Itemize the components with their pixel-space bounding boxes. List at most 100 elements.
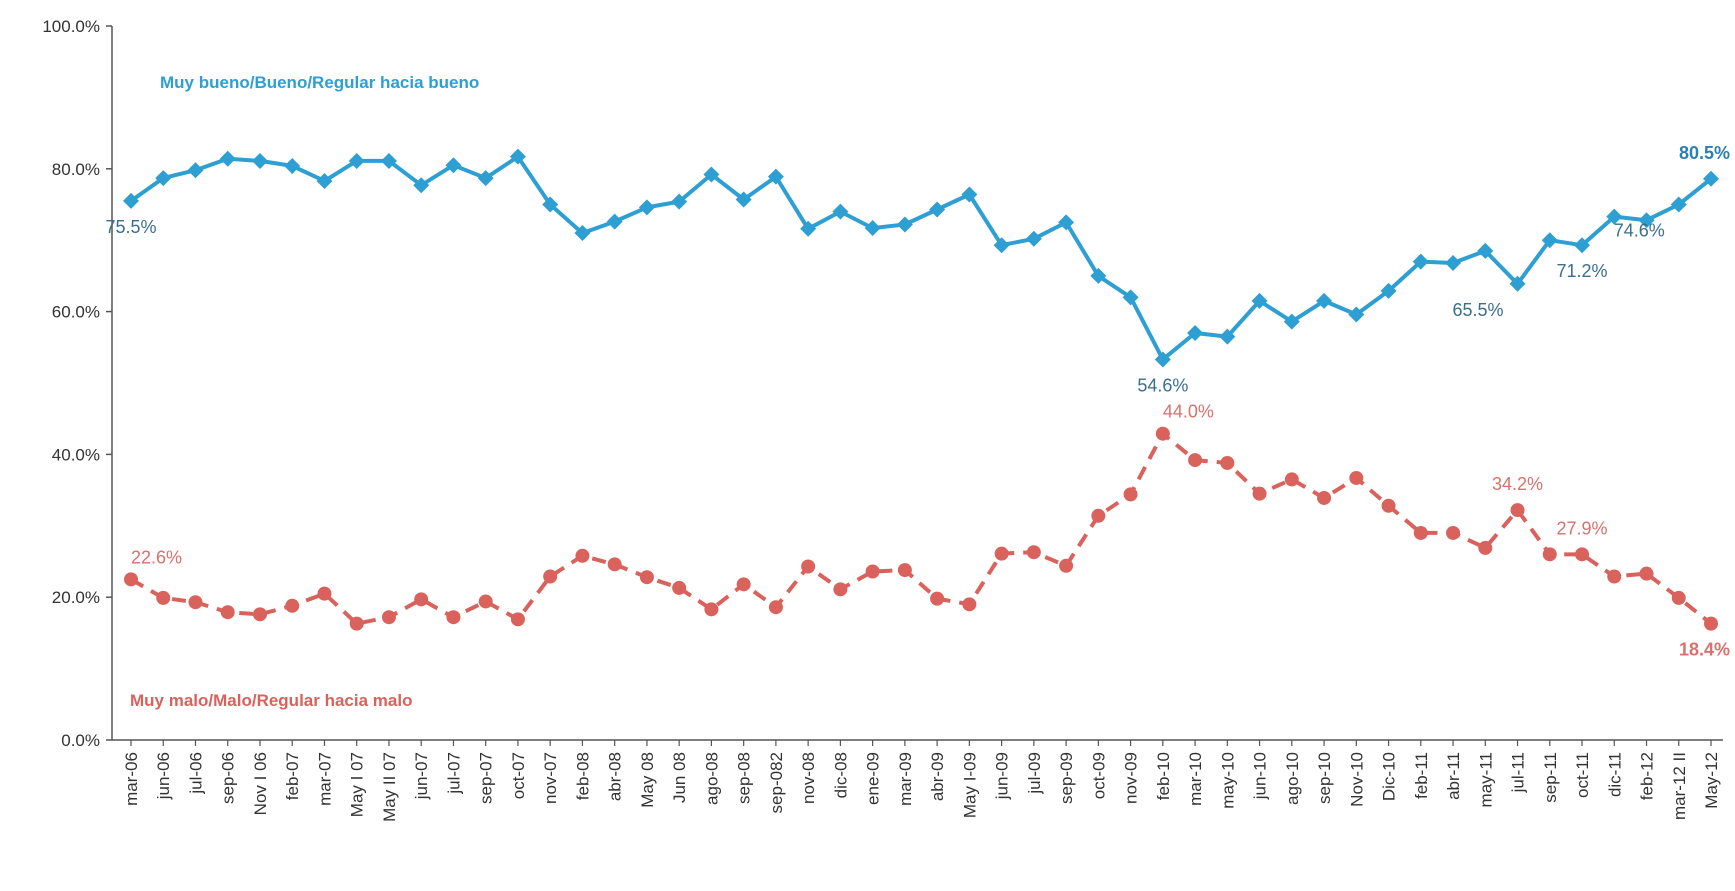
series-1-point-38 (1349, 470, 1364, 485)
series-1-point-23 (865, 564, 880, 579)
series-0-point-35 (1251, 292, 1268, 309)
series-label-negative: Muy malo/Malo/Regular hacia malo (130, 691, 412, 710)
x-tick-label: nov-07 (541, 752, 560, 804)
x-tick-label: feb-12 (1638, 752, 1657, 800)
data-label: 27.9% (1556, 518, 1607, 538)
data-label: 22.6% (131, 547, 182, 567)
series-0-point-45 (1574, 237, 1591, 254)
data-label: 74.6% (1614, 221, 1665, 241)
series-0-point-15 (606, 213, 623, 230)
series-0-point-7 (348, 152, 365, 169)
series-0-point-12 (509, 148, 526, 165)
series-label-positive: Muy bueno/Bueno/Regular hacia bueno (160, 73, 479, 92)
series-0-point-10 (445, 157, 462, 174)
series-0-point-14 (574, 225, 591, 242)
y-tick-label: 60.0% (52, 303, 100, 322)
series-1-point-15 (607, 557, 622, 572)
series-0-point-39 (1380, 282, 1397, 299)
series-0-point-48 (1670, 196, 1687, 213)
x-tick-label: oct-09 (1089, 752, 1108, 799)
data-label: 18.4% (1679, 640, 1730, 660)
x-tick-label: May 08 (638, 752, 657, 808)
series-0-point-8 (380, 152, 397, 169)
series-1-point-49 (1704, 616, 1718, 631)
x-tick-label: sep-07 (477, 752, 496, 804)
x-tick-label: May II 07 (380, 752, 399, 822)
series-1-point-29 (1059, 558, 1074, 573)
series-1-point-20 (768, 600, 783, 615)
series-1-point-17 (672, 580, 687, 595)
x-tick-label: dic-08 (831, 752, 850, 798)
x-tick-label: feb-10 (1154, 752, 1173, 800)
x-tick-label: dic-11 (1605, 752, 1624, 797)
x-tick-label: feb-11 (1412, 752, 1431, 799)
x-tick-label: mar-06 (122, 752, 141, 806)
x-tick-label: feb-08 (573, 752, 592, 800)
series-1-point-18 (704, 602, 719, 617)
series-0-point-19 (735, 191, 752, 208)
series-1-point-46 (1607, 569, 1622, 584)
x-tick-label: sep-09 (1057, 752, 1076, 804)
data-label: 71.2% (1556, 261, 1607, 281)
series-0-point-32 (1154, 351, 1171, 368)
x-tick-label: mar-12 II (1670, 752, 1689, 820)
series-1-point-2 (188, 595, 203, 610)
x-tick-label: abr-09 (928, 752, 947, 801)
series-1-point-44 (1542, 547, 1557, 562)
series-0-point-1 (155, 170, 172, 187)
series-1-point-25 (930, 591, 945, 606)
series-1-point-6 (317, 586, 332, 601)
series-1-point-28 (1026, 545, 1041, 560)
series-1-point-22 (833, 582, 848, 597)
series-0-point-34 (1219, 328, 1236, 345)
series-1-point-4 (252, 607, 267, 622)
series-0-point-16 (638, 199, 655, 216)
series-0-point-22 (832, 203, 849, 220)
series-1-point-9 (414, 592, 429, 607)
series-1-point-8 (381, 610, 396, 625)
x-tick-label: jul-06 (186, 752, 205, 795)
x-tick-label: feb-07 (283, 752, 302, 800)
x-tick-label: ago-08 (702, 752, 721, 805)
series-1-point-27 (994, 546, 1009, 561)
y-tick-label: 100.0% (42, 17, 100, 36)
series-0-point-29 (1058, 214, 1075, 231)
series-1-point-10 (446, 610, 461, 625)
series-0-point-49 (1703, 170, 1719, 187)
x-tick-label: Jun 08 (670, 752, 689, 803)
y-tick-label: 0.0% (61, 731, 100, 750)
x-tick-label: sep-082 (767, 752, 786, 813)
series-1-point-3 (220, 605, 235, 620)
series-0-point-21 (800, 220, 817, 237)
series-1-point-11 (478, 594, 493, 609)
x-tick-label: jun-07 (412, 752, 431, 800)
x-tick-label: Nov I 06 (251, 752, 270, 815)
series-0-point-6 (316, 172, 333, 189)
x-tick-label: nov-09 (1122, 752, 1141, 804)
series-0-point-44 (1541, 232, 1558, 249)
series-0-point-25 (929, 201, 946, 218)
x-tick-label: oct-07 (509, 752, 528, 799)
series-1-point-12 (510, 612, 525, 627)
series-0-point-2 (187, 162, 204, 179)
series-0-point-43 (1509, 275, 1526, 292)
series-0-point-46 (1606, 208, 1623, 225)
data-label: 65.5% (1452, 300, 1503, 320)
x-tick-label: Dic-10 (1380, 752, 1399, 801)
series-0-point-40 (1412, 253, 1429, 270)
series-0-point-20 (767, 168, 784, 185)
x-tick-label: May I-09 (960, 752, 979, 818)
series-0-point-41 (1445, 255, 1462, 272)
series-1-point-14 (575, 548, 590, 563)
y-tick-label: 40.0% (52, 445, 100, 464)
data-label: 75.5% (105, 217, 156, 237)
series-1-point-41 (1446, 525, 1461, 540)
x-axis: mar-06 jun-06 jul-06 sep-06 Nov I 06 feb-07 ma… (112, 739, 1723, 822)
x-tick-label: abr-11 (1444, 752, 1463, 800)
series-1-point-37 (1317, 490, 1332, 505)
series-0-point-0 (123, 192, 139, 209)
series-1-point-7 (349, 616, 364, 631)
series-0-point-11 (477, 170, 494, 187)
series-0-point-27 (993, 237, 1010, 254)
